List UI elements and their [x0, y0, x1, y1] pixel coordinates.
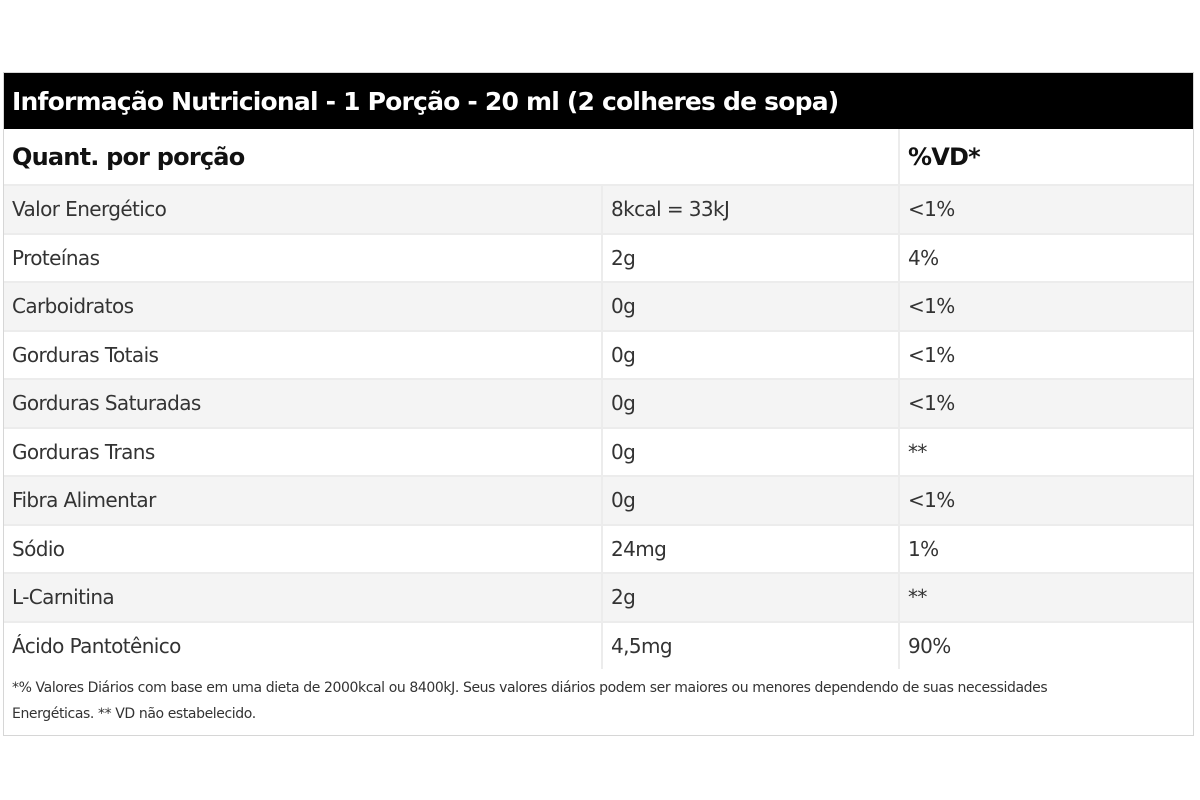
nutrient-amount: 0g — [601, 380, 898, 427]
table-row: Carboidratos 0g <1% — [4, 283, 1193, 332]
nutrient-name: Ácido Pantotênico — [12, 633, 181, 658]
nutrient-amount: 8kcal = 33kJ — [601, 186, 898, 233]
nutrient-vd: ** — [898, 574, 1193, 621]
nutrient-name: Gorduras Trans — [12, 439, 155, 464]
nutrient-amount: 0g — [601, 477, 898, 524]
header-vd: %VD* — [898, 129, 1193, 184]
table-row: Ácido Pantotênico 4,5mg 90% — [4, 622, 1193, 669]
nutrient-amount: 2g — [601, 574, 898, 621]
table-title: Informação Nutricional - 1 Porção - 20 m… — [4, 73, 1193, 129]
nutrient-amount: 4,5mg — [601, 622, 898, 669]
nutrient-amount: 2g — [601, 234, 898, 281]
table-row: Gorduras Trans 0g ** — [4, 428, 1193, 477]
footnote-line-2: Energéticas. ** VD não estabelecido. — [12, 706, 256, 722]
nutrient-name: Sódio — [12, 536, 65, 561]
nutrient-amount: 24mg — [601, 525, 898, 572]
nutrient-name: L-Carnitina — [12, 585, 115, 610]
table-footnote: *% Valores Diários com base em uma dieta… — [4, 669, 1193, 735]
nutrient-vd: 90% — [898, 622, 1193, 669]
nutrient-name: Valor Energético — [12, 197, 167, 222]
nutrient-amount: 0g — [601, 331, 898, 378]
header-quantity: Quant. por porção — [12, 142, 245, 171]
nutrient-vd: <1% — [898, 186, 1193, 233]
table-row: L-Carnitina 2g ** — [4, 574, 1193, 623]
table-row: Gorduras Saturadas 0g <1% — [4, 380, 1193, 429]
table-row: Gorduras Totais 0g <1% — [4, 331, 1193, 380]
table-row: Proteínas 2g 4% — [4, 234, 1193, 283]
nutrient-vd: <1% — [898, 380, 1193, 427]
nutrient-name: Gorduras Totais — [12, 342, 159, 367]
nutrient-vd: 4% — [898, 234, 1193, 281]
nutrient-amount: 0g — [601, 428, 898, 475]
table-row: Fibra Alimentar 0g <1% — [4, 477, 1193, 526]
table-row: Sódio 24mg 1% — [4, 525, 1193, 574]
nutrient-name: Carboidratos — [12, 294, 134, 319]
nutrient-vd: <1% — [898, 477, 1193, 524]
nutrient-vd: <1% — [898, 331, 1193, 378]
nutrient-name: Fibra Alimentar — [12, 488, 156, 513]
footnote-line-1: *% Valores Diários com base em uma dieta… — [12, 680, 1048, 696]
nutrient-name: Gorduras Saturadas — [12, 391, 201, 416]
table-row: Valor Energético 8kcal = 33kJ <1% — [4, 186, 1193, 235]
table-header-row: Quant. por porção %VD* — [4, 129, 1193, 186]
nutrition-table: Informação Nutricional - 1 Porção - 20 m… — [3, 72, 1194, 736]
nutrient-amount: 0g — [601, 283, 898, 330]
nutrient-name: Proteínas — [12, 245, 100, 270]
nutrient-vd: <1% — [898, 283, 1193, 330]
nutrient-vd: 1% — [898, 525, 1193, 572]
nutrient-vd: ** — [898, 428, 1193, 475]
